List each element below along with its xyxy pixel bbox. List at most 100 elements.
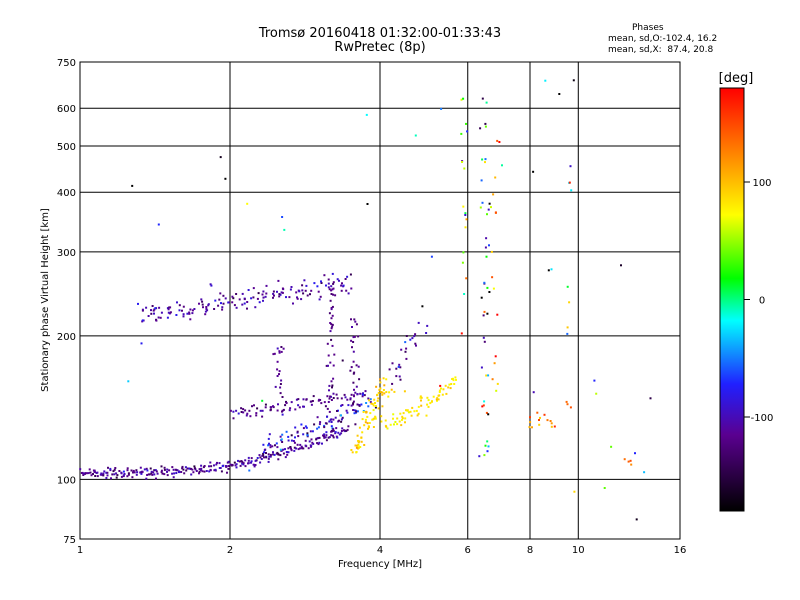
data-point [268, 455, 271, 458]
data-point [175, 314, 178, 316]
data-point [255, 414, 258, 417]
data-point [253, 465, 256, 468]
data-point [288, 409, 291, 412]
data-point [343, 429, 346, 432]
x-tick-label: 8 [527, 545, 533, 556]
data-point [350, 287, 353, 290]
data-point [372, 418, 375, 421]
data-point [380, 415, 383, 418]
phases-line-x: mean, sd,X: 87.4, 20.8 [608, 45, 714, 55]
data-point [623, 458, 626, 461]
data-point [486, 286, 489, 289]
data-point [189, 318, 192, 321]
data-point [269, 409, 272, 412]
data-point [246, 307, 248, 310]
data-point [382, 389, 385, 391]
data-point [311, 400, 314, 402]
data-point [201, 303, 204, 306]
data-point [328, 410, 331, 413]
data-point [490, 206, 492, 209]
data-point [494, 355, 497, 358]
data-point [363, 424, 366, 427]
data-point [175, 472, 178, 474]
data-point [281, 287, 284, 290]
data-point [372, 409, 375, 412]
data-point [256, 297, 259, 300]
data-point [536, 411, 539, 414]
data-point [355, 323, 358, 326]
data-point [432, 395, 435, 398]
data-point [332, 392, 335, 395]
data-point [327, 354, 330, 357]
data-point [325, 439, 328, 442]
data-point [190, 473, 193, 476]
data-point [435, 398, 438, 401]
data-point [204, 310, 207, 313]
data-point [374, 402, 376, 404]
data-point [262, 296, 265, 299]
data-point [272, 292, 275, 295]
data-point [331, 384, 334, 387]
data-point [205, 306, 208, 308]
data-point [313, 423, 316, 426]
data-point [331, 386, 333, 389]
data-point [168, 469, 171, 472]
data-point [399, 412, 402, 415]
data-point [328, 288, 331, 291]
data-point [289, 407, 292, 410]
data-point [395, 367, 398, 370]
data-point [550, 268, 553, 271]
data-point [169, 311, 172, 314]
data-point [482, 404, 485, 407]
data-point [250, 460, 253, 463]
data-point [306, 294, 309, 297]
data-point [205, 308, 208, 310]
data-point [244, 409, 247, 412]
data-point [353, 335, 356, 338]
data-point [320, 280, 322, 283]
y-tick-label: 75 [63, 535, 76, 546]
data-point [402, 412, 405, 415]
data-point [210, 465, 213, 468]
data-point [159, 316, 162, 319]
data-point [301, 284, 304, 287]
data-point [484, 246, 487, 249]
data-point [488, 291, 491, 293]
data-point [331, 323, 334, 326]
y-tick-label: 400 [57, 188, 76, 199]
data-point [281, 216, 284, 218]
data-point [359, 392, 362, 395]
data-point [438, 394, 441, 397]
data-point [415, 409, 418, 412]
data-point [329, 299, 332, 302]
data-point [421, 305, 424, 308]
data-point [201, 470, 204, 473]
data-point [377, 397, 380, 400]
data-point [109, 467, 112, 470]
data-point [198, 468, 201, 471]
data-point [150, 309, 152, 312]
data-point [309, 293, 311, 296]
data-point [284, 448, 286, 451]
data-point [354, 391, 357, 394]
data-point [106, 474, 109, 477]
data-point [219, 156, 222, 159]
data-point [155, 477, 157, 480]
data-point [306, 434, 309, 437]
data-point [265, 452, 267, 454]
data-point [262, 454, 265, 457]
data-point [330, 323, 333, 326]
data-point [462, 97, 465, 100]
data-point [496, 139, 499, 142]
data-point [332, 436, 335, 439]
data-point [258, 454, 261, 457]
data-point [275, 442, 278, 445]
data-point [263, 456, 265, 459]
data-point [114, 467, 117, 469]
data-point [345, 409, 348, 412]
data-point [331, 434, 334, 437]
data-point [309, 430, 312, 433]
data-point [393, 423, 395, 426]
data-point [210, 284, 213, 287]
data-point [414, 333, 417, 336]
